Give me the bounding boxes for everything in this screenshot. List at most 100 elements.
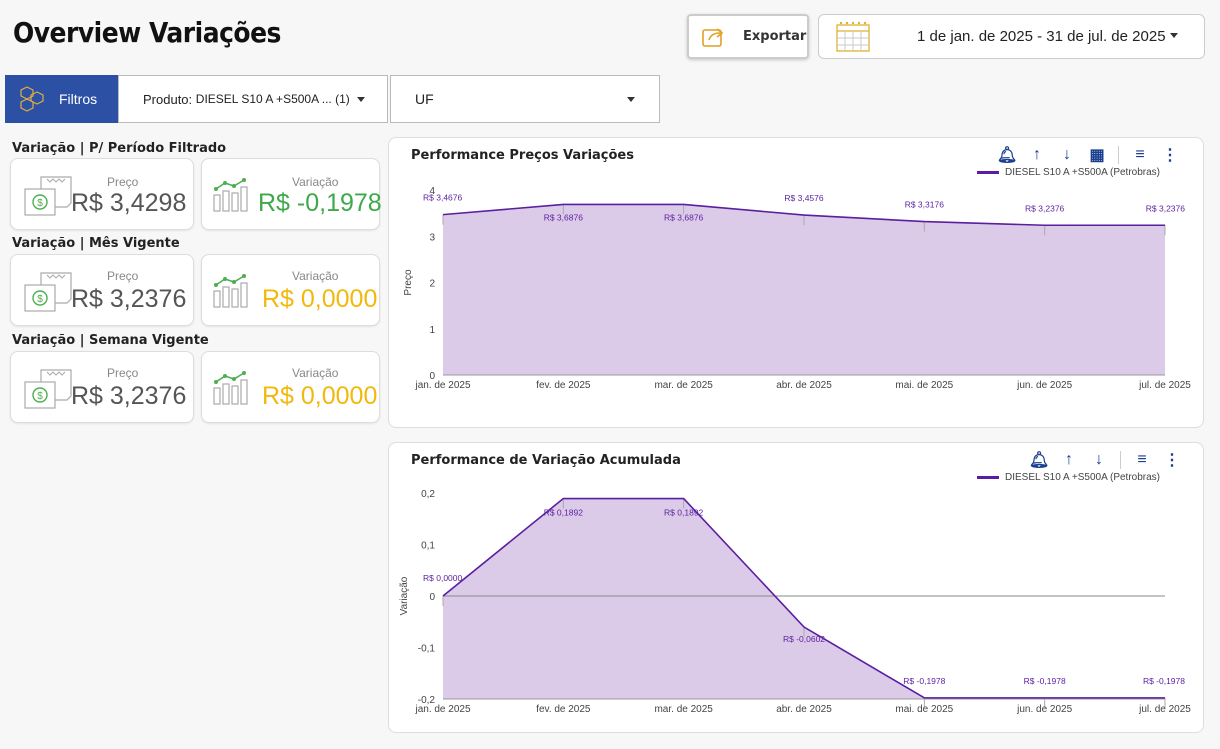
filter-bar: Filtros Produto: DIESEL S10 A +S500A ...…	[5, 75, 660, 123]
x-tick-label: jul. de 2025	[1138, 380, 1191, 391]
filters-label: Filtros	[59, 91, 98, 107]
svg-text:$: $	[37, 198, 43, 209]
x-tick-label: abr. de 2025	[776, 704, 832, 715]
data-label: R$ 3,2376	[1146, 203, 1185, 213]
uf-dropdown[interactable]: UF	[390, 75, 660, 123]
x-tick-label: jun. de 2025	[1016, 704, 1072, 715]
chart-legend: DIESEL S10 A +S500A (Petrobras)	[977, 167, 1160, 178]
legend-swatch	[977, 476, 999, 479]
y-axis-label: Variação	[399, 576, 410, 615]
date-range-picker[interactable]: 1 de jan. de 2025 - 31 de jul. de 2025	[818, 14, 1205, 59]
sort-ascending-icon[interactable]: ↑	[1065, 451, 1073, 468]
y-tick-label: 0,2	[421, 489, 435, 500]
sort-descending-icon[interactable]: ↓	[1095, 451, 1103, 468]
toolbar-divider	[1120, 451, 1121, 469]
x-tick-label: jun. de 2025	[1016, 380, 1072, 391]
product-dropdown-value: DIESEL S10 A +S500A ... (1)	[195, 92, 350, 106]
y-tick-label: 0,1	[421, 541, 435, 552]
data-label: R$ 0,1892	[664, 508, 703, 518]
filter-lines-icon[interactable]: ≡	[1137, 451, 1147, 468]
y-tick-label: -0,2	[418, 695, 436, 706]
alert-bell-icon[interactable]: 🔔︎	[996, 147, 1018, 164]
bar-chart-icon	[213, 274, 248, 308]
filters-button[interactable]: Filtros	[5, 75, 118, 123]
y-tick-label: 2	[429, 279, 435, 290]
more-vert-icon[interactable]: ⋮	[1164, 452, 1180, 469]
price-card-value: R$ 3,2376	[71, 285, 187, 313]
variation-card-value: R$ -0,1978	[258, 189, 382, 217]
y-axis-label: Preço	[403, 269, 414, 296]
svg-text:$: $	[37, 391, 43, 402]
price-card-label: Preço	[107, 175, 139, 189]
series-area	[443, 204, 1165, 375]
data-label: R$ 3,3176	[905, 200, 944, 210]
uf-dropdown-label: UF	[415, 91, 434, 107]
legend-label: DIESEL S10 A +S500A (Petrobras)	[1005, 472, 1160, 483]
network-icon	[20, 86, 44, 112]
variation-card-label: Variação	[292, 366, 339, 380]
variation-card-value: R$ 0,0000	[262, 285, 378, 313]
data-label: R$ 3,4576	[784, 193, 823, 203]
more-vert-icon[interactable]: ⋮	[1162, 147, 1178, 164]
product-dropdown[interactable]: Produto: DIESEL S10 A +S500A ... (1)	[118, 75, 388, 123]
y-tick-label: 0	[429, 371, 435, 382]
legend-swatch	[977, 171, 999, 174]
calendar-icon	[836, 21, 870, 52]
product-dropdown-label: Produto:	[143, 91, 193, 107]
x-tick-label: jul. de 2025	[1138, 704, 1191, 715]
chart-title: Performance de Variação Acumulada	[411, 453, 681, 468]
y-tick-label: 3	[429, 232, 435, 243]
x-tick-label: fev. de 2025	[536, 380, 591, 391]
receipt-icon: $	[24, 176, 72, 216]
x-tick-label: mai. de 2025	[895, 704, 953, 715]
variation-card-month: Variação R$ 0,0000	[201, 254, 380, 326]
x-tick-label: mar. de 2025	[654, 380, 713, 391]
bar-chart-icon	[213, 178, 248, 212]
series-line	[442, 203, 1165, 227]
data-label: R$ 0,0000	[423, 573, 462, 583]
export-label: Exportar	[743, 29, 807, 44]
legend-label: DIESEL S10 A +S500A (Petrobras)	[1005, 167, 1160, 178]
section-label-week: Variação | Semana Vigente	[12, 333, 209, 348]
sort-descending-icon[interactable]: ↓	[1063, 146, 1071, 163]
chevron-down-icon	[1170, 33, 1178, 38]
variation-card-period: Variação R$ -0,1978	[201, 158, 382, 230]
y-tick-label: 0	[429, 592, 435, 603]
data-label: R$ 3,4676	[423, 193, 462, 203]
price-card-value: R$ 3,2376	[71, 382, 187, 410]
export-button[interactable]: Exportar	[687, 14, 809, 59]
chart-settings-icon[interactable]: ▦	[1089, 147, 1105, 164]
section-label-period: Variação | P/ Período Filtrado	[12, 141, 227, 156]
date-range-text: 1 de jan. de 2025 - 31 de jul. de 2025	[917, 28, 1166, 45]
price-card-month: $ Preço R$ 3,2376	[10, 254, 194, 326]
data-label: R$ 3,6876	[664, 212, 703, 222]
sort-ascending-icon[interactable]: ↑	[1033, 146, 1041, 163]
data-label: R$ 0,1892	[544, 508, 583, 518]
toolbar-divider	[1118, 146, 1119, 164]
data-label: R$ -0,1978	[903, 676, 945, 686]
x-tick-label: jan. de 2025	[414, 380, 470, 391]
variation-card-value: R$ 0,0000	[262, 382, 378, 410]
page-title: Overview Variações	[13, 16, 281, 49]
bar-chart-icon	[213, 371, 248, 405]
chevron-down-icon	[627, 97, 635, 102]
receipt-icon: $	[24, 272, 72, 312]
price-card-period: $ Preço R$ 3,4298	[10, 158, 194, 230]
series-area	[443, 498, 1165, 699]
data-label: R$ 3,2376	[1025, 203, 1064, 213]
price-card-label: Preço	[107, 366, 139, 380]
filter-lines-icon[interactable]: ≡	[1135, 146, 1145, 163]
price-area-chart: R$ 3,4676 R$ 3,6876 R$ 3,6876 R$ 3,4576 R$ 3…	[403, 186, 1191, 391]
y-tick-label: 4	[429, 186, 435, 197]
variation-card-week: Variação R$ 0,0000	[201, 351, 380, 423]
svg-text:$: $	[37, 294, 43, 305]
chart-toolbar: 🔔︎ ↑ ↓ ▦ ≡ ⋮	[992, 146, 1185, 164]
price-card-label: Preço	[107, 269, 139, 283]
chart-toolbar: 🔔︎ ↑ ↓ ≡ ⋮	[1024, 451, 1187, 469]
x-tick-label: abr. de 2025	[776, 380, 832, 391]
variation-area-chart: R$ 0,0000 R$ 0,1892 R$ 0,1892 R$ -0,0602 R$ …	[399, 489, 1191, 715]
y-tick-label: -0,1	[418, 644, 436, 655]
data-label: R$ -0,0602	[783, 634, 825, 644]
alert-bell-icon[interactable]: 🔔︎	[1028, 452, 1050, 469]
data-label: R$ -0,1978	[1143, 676, 1185, 686]
